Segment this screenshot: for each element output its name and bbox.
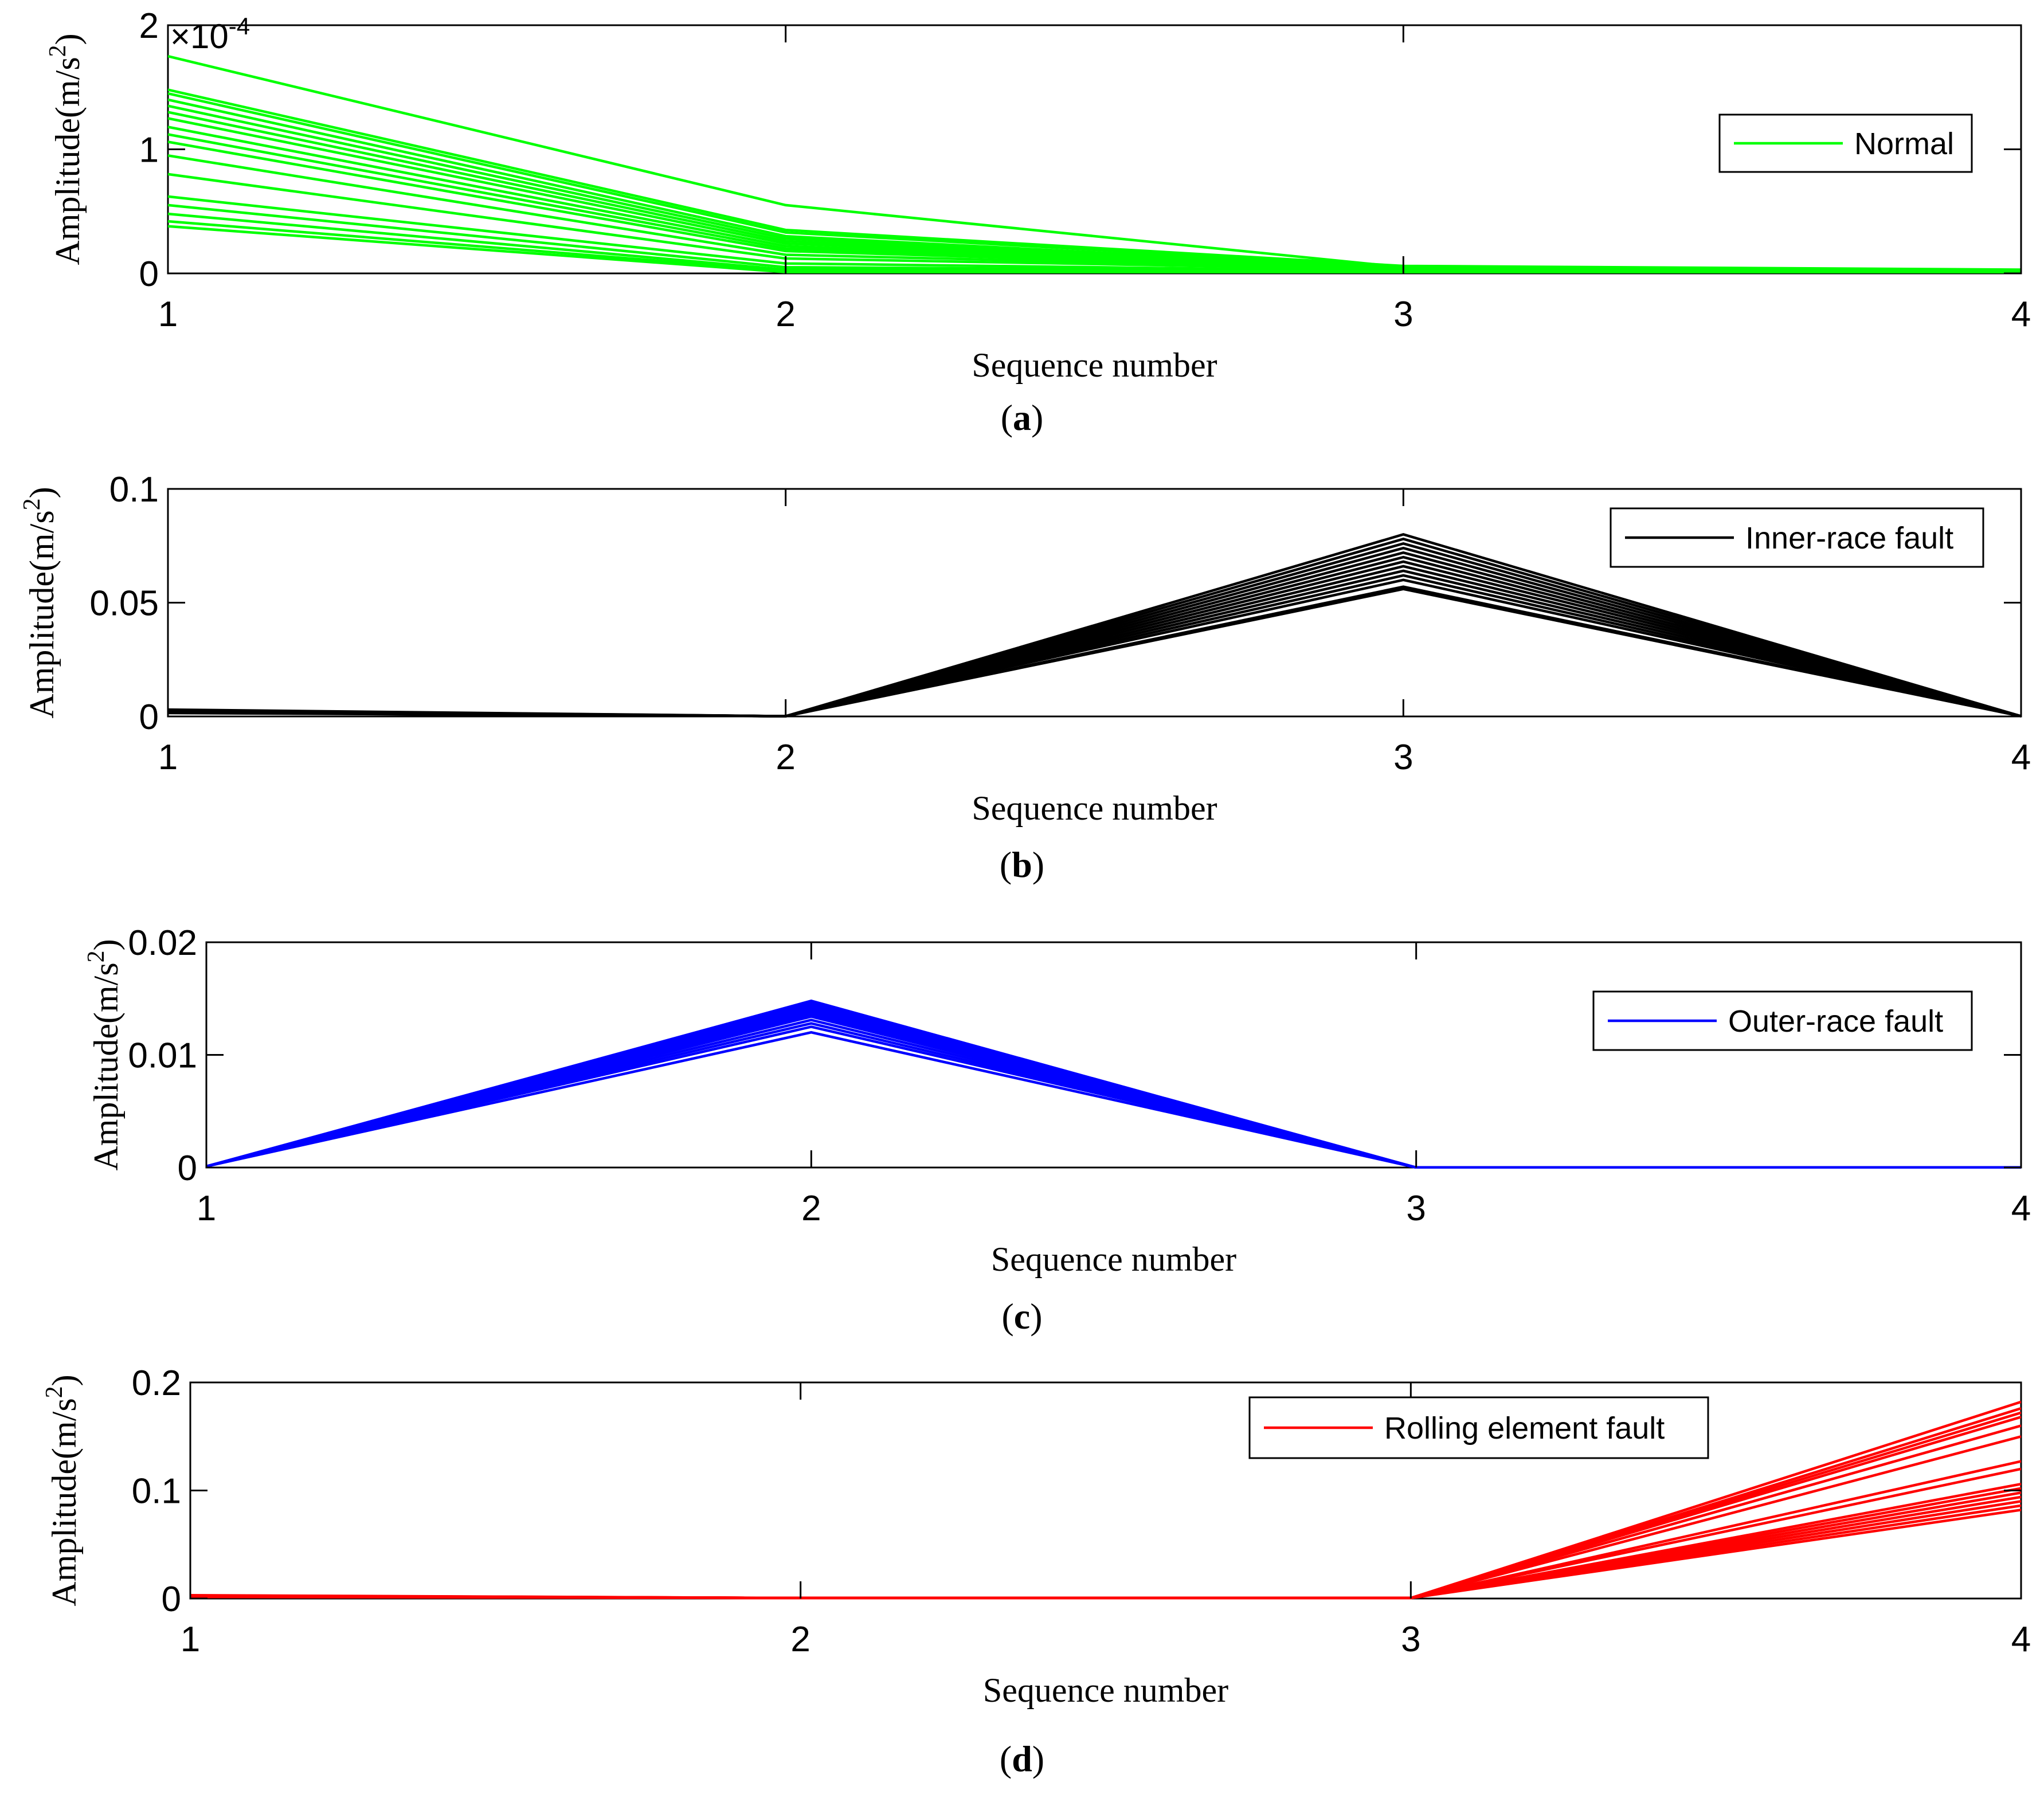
panel-caption: (a)	[1001, 397, 1044, 438]
x-axis-label: Sequence number	[983, 1671, 1228, 1709]
x-tick-label: 2	[776, 295, 795, 334]
panel-caption: (b)	[1000, 844, 1044, 885]
y-tick-label: 0.1	[132, 1472, 181, 1511]
series-group	[168, 54, 2021, 274]
x-tick-label: 1	[158, 295, 178, 334]
x-axis-label: Sequence number	[991, 1240, 1236, 1278]
plot-area	[167, 24, 2022, 275]
x-tick-label: 4	[2011, 1189, 2031, 1228]
x-tick-label: 3	[1401, 1620, 1420, 1659]
legend-label: Normal	[1854, 127, 1954, 161]
series-line-13	[168, 587, 2021, 718]
series-line-12	[206, 1031, 2021, 1169]
series-group	[168, 533, 2021, 718]
x-tick-label: 4	[2011, 295, 2031, 334]
x-tick-label: 2	[801, 1189, 821, 1228]
panel-b: 1 2 3 4 0 0.05 0.1 Sequence number Amplitude(m/s…	[19, 470, 2031, 885]
plot-area	[205, 941, 2022, 1169]
y-tick-label: 0	[139, 254, 159, 294]
x-tick-label: 1	[197, 1189, 216, 1228]
legend: Inner-race fault	[1610, 507, 1984, 568]
y-tick-label: 0	[162, 1580, 181, 1619]
panel-d: 1 2 3 4 0 0.1 0.2 Sequence number Amplitude(m/s2…	[41, 1364, 2031, 1779]
y-axis-exponent: ×10-4	[170, 13, 250, 56]
y-tick-label: 0.02	[128, 923, 197, 963]
panel-caption: (d)	[1000, 1738, 1044, 1779]
series-line-15	[190, 1509, 2021, 1600]
series-group	[206, 999, 2021, 1169]
x-axis-label: Sequence number	[972, 789, 1217, 827]
legend-label: Outer-race fault	[1728, 1004, 1943, 1039]
y-tick-label: 2	[139, 6, 159, 46]
y-tick-label: 0.2	[132, 1364, 181, 1403]
y-tick-label: 0.05	[89, 584, 159, 624]
plot-area	[189, 1381, 2022, 1600]
x-tick-label: 2	[776, 738, 795, 777]
y-axis-label: Amplitude(m/s2)	[19, 487, 61, 718]
y-axis-label: Amplitude(m/s2)	[83, 939, 125, 1170]
y-tick-label: 0	[178, 1149, 197, 1188]
panel-caption: (c)	[1001, 1296, 1042, 1337]
y-tick-label: 1	[139, 131, 159, 170]
legend: Outer-race fault	[1592, 990, 1973, 1051]
y-axis-label: Amplitude(m/s2)	[45, 33, 87, 265]
x-tick-label: 3	[1393, 738, 1413, 777]
plot-area	[167, 488, 2022, 718]
legend-label: Inner-race fault	[1745, 521, 1953, 555]
series-group	[190, 1400, 2021, 1600]
legend: Rolling element fault	[1248, 1396, 1709, 1459]
x-tick-label: 4	[2011, 1620, 2031, 1659]
legend: Normal	[1718, 113, 1973, 173]
y-axis-label: Amplitude(m/s2)	[41, 1374, 83, 1606]
y-tick-label: 0.01	[128, 1036, 197, 1076]
legend-label: Rolling element fault	[1384, 1411, 1665, 1445]
series-line-17	[168, 225, 2021, 274]
x-tick-label: 2	[790, 1620, 810, 1659]
y-tick-label: 0.1	[109, 470, 159, 510]
x-tick-label: 3	[1393, 295, 1413, 334]
x-tick-label: 1	[181, 1620, 200, 1659]
x-axis-label: Sequence number	[972, 346, 1217, 384]
x-tick-label: 4	[2011, 738, 2031, 777]
x-tick-label: 3	[1406, 1189, 1426, 1228]
x-tick-label: 1	[158, 738, 178, 777]
panel-c: 1 2 3 4 0 0.01 0.02 Sequence number Amplitude(m/…	[83, 923, 2031, 1337]
y-tick-label: 0	[139, 698, 159, 737]
